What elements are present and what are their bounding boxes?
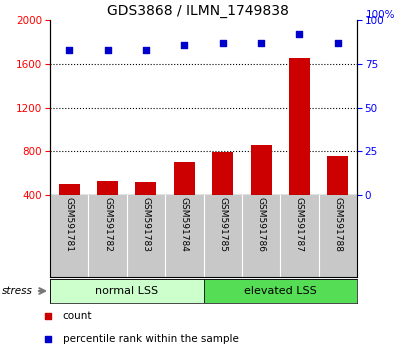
Text: GSM591783: GSM591783 [141, 198, 150, 252]
Point [143, 47, 149, 53]
Bar [50, 279, 203, 303]
Text: GSM591781: GSM591781 [65, 198, 74, 252]
Bar [135, 182, 156, 239]
Text: elevated LSS: elevated LSS [244, 286, 317, 296]
Point [45, 336, 52, 341]
Text: percentile rank within the sample: percentile rank within the sample [62, 333, 239, 344]
Text: GSM591785: GSM591785 [218, 198, 227, 252]
Point [45, 313, 52, 318]
Point [296, 31, 303, 37]
Text: GDS3868 / ILMN_1749838: GDS3868 / ILMN_1749838 [107, 4, 288, 18]
Point [66, 47, 72, 53]
Text: stress: stress [2, 286, 33, 296]
Point [335, 40, 341, 46]
Text: count: count [62, 310, 92, 321]
Text: GSM591788: GSM591788 [333, 198, 342, 252]
Bar [203, 279, 357, 303]
Text: GSM591782: GSM591782 [103, 198, 112, 252]
Point [220, 40, 226, 46]
Bar [174, 162, 195, 239]
Bar [250, 145, 272, 239]
Point [104, 47, 111, 53]
Text: 100%: 100% [365, 10, 395, 20]
Bar [327, 156, 348, 239]
Text: GSM591784: GSM591784 [180, 198, 189, 252]
Bar [212, 152, 233, 239]
Point [181, 42, 188, 47]
Point [258, 40, 264, 46]
Bar [97, 181, 118, 239]
Bar [58, 184, 80, 239]
Text: normal LSS: normal LSS [95, 286, 158, 296]
Text: GSM591787: GSM591787 [295, 198, 304, 252]
Text: GSM591786: GSM591786 [257, 198, 265, 252]
Bar [289, 58, 310, 239]
